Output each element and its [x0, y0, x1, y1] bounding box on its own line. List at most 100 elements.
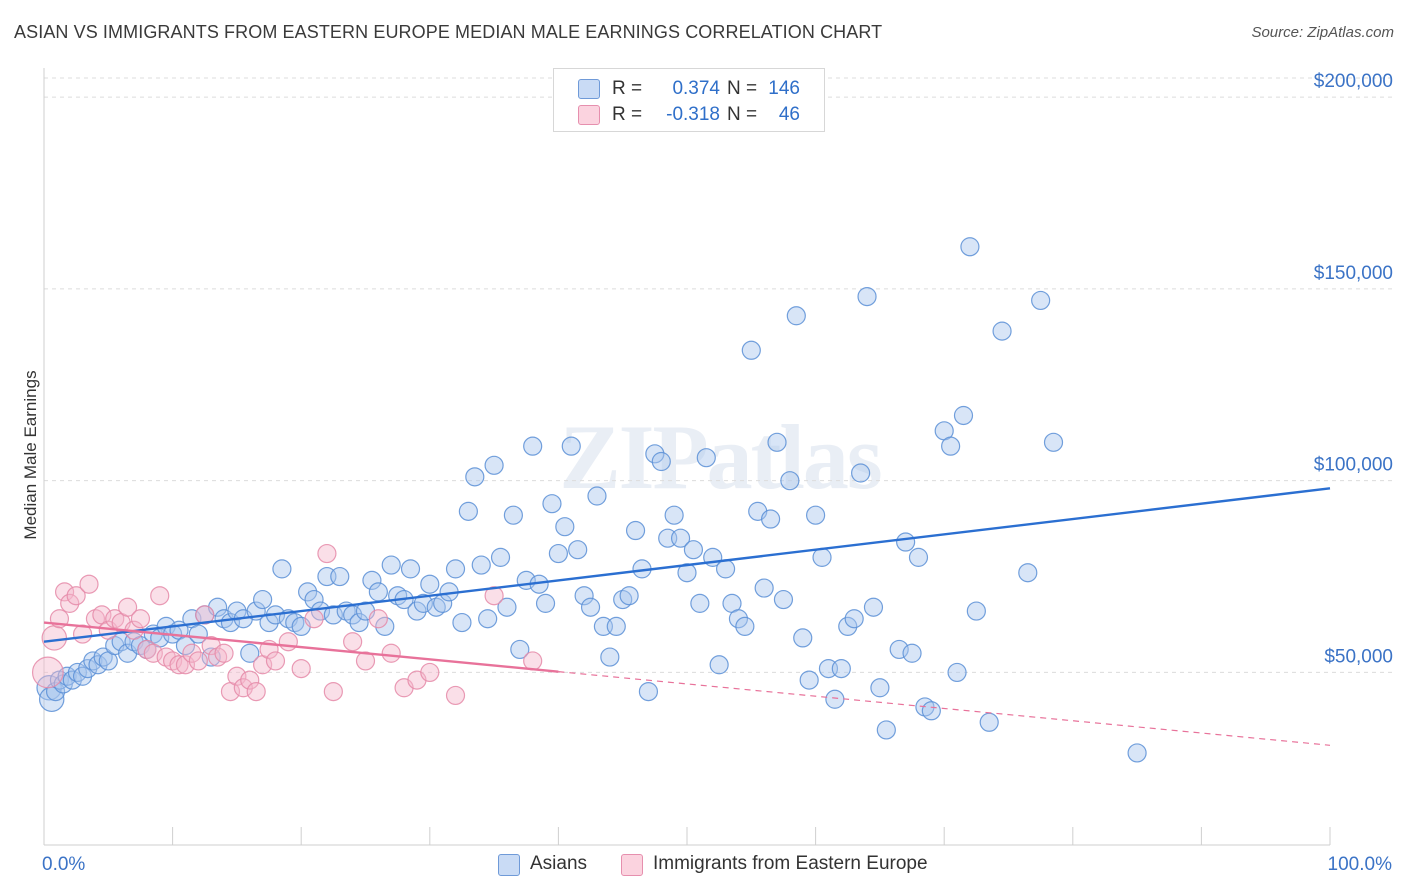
trend-lines	[43, 487, 1331, 746]
point-asians	[1018, 563, 1038, 583]
point-asians	[407, 601, 427, 621]
point-eastern-europe	[445, 685, 466, 706]
point-asians	[93, 647, 113, 667]
point-asians	[851, 463, 871, 483]
point-asians	[503, 505, 523, 525]
point-asians	[561, 436, 581, 456]
point-asians	[542, 494, 562, 514]
source-credit: Source: ZipAtlas.com	[1251, 24, 1394, 41]
point-asians	[728, 609, 749, 629]
point-eastern-europe	[188, 651, 208, 671]
point-asians	[979, 712, 999, 732]
point-asians	[947, 662, 967, 683]
point-asians	[902, 643, 922, 663]
point-asians	[298, 582, 318, 602]
point-asians	[1127, 743, 1147, 763]
point-eastern-europe	[246, 681, 266, 702]
point-eastern-europe	[291, 658, 311, 679]
point-asians	[240, 643, 260, 663]
point-asians	[696, 448, 716, 468]
y-axis-label: Median Male Earnings	[21, 370, 40, 539]
point-eastern-europe	[130, 609, 151, 629]
legend-r-label: R =	[612, 78, 643, 99]
point-asians	[664, 505, 684, 525]
point-asians	[760, 509, 781, 529]
legend-n-label: N =	[727, 78, 758, 99]
point-asians	[452, 612, 472, 633]
point-eastern-europe	[240, 670, 260, 690]
point-asians	[715, 559, 736, 579]
point-asians	[83, 651, 103, 671]
point-eastern-europe	[523, 651, 543, 671]
y-tick-label: $100,000	[1314, 455, 1393, 476]
point-asians	[857, 286, 877, 307]
legend-r-label: R =	[612, 104, 643, 125]
point-eastern-europe	[41, 625, 68, 651]
series-legend-swatch-asians	[498, 854, 520, 876]
point-asians	[201, 647, 221, 667]
trend-line-eastern-europe-dashed	[558, 671, 1331, 746]
legend-r-value: -0.318	[666, 104, 720, 125]
point-eastern-europe	[54, 582, 75, 602]
point-eastern-europe	[182, 643, 202, 663]
point-asians	[310, 601, 331, 621]
point-eastern-europe	[195, 605, 215, 625]
point-asians	[677, 563, 697, 583]
point-eastern-europe	[304, 609, 324, 629]
point-eastern-europe	[227, 666, 247, 686]
point-asians	[793, 628, 813, 648]
point-asians	[786, 306, 806, 326]
point-asians	[709, 655, 729, 675]
point-asians	[330, 566, 350, 587]
series-eastern-europe-points	[31, 543, 543, 706]
point-asians	[484, 455, 504, 475]
point-asians	[773, 589, 794, 610]
point-asians	[953, 405, 974, 426]
point-asians	[831, 658, 851, 679]
point-asians	[368, 582, 388, 602]
series-legend-label: Immigrants from Eastern Europe	[653, 853, 928, 874]
point-asians	[420, 574, 440, 594]
point-asians	[568, 540, 588, 560]
point-asians	[876, 720, 896, 740]
point-eastern-europe	[484, 586, 504, 606]
series-legend: Asians Immigrants from Eastern Europe	[0, 852, 1406, 878]
point-asians	[805, 505, 826, 525]
point-eastern-europe	[214, 643, 234, 663]
point-asians	[625, 520, 646, 541]
point-asians	[458, 501, 478, 521]
point-asians	[825, 689, 845, 709]
point-asians	[735, 616, 755, 637]
point-asians	[574, 586, 594, 606]
point-asians	[375, 616, 395, 637]
point-eastern-europe	[317, 543, 337, 564]
y-tick-label: $50,000	[1324, 646, 1393, 667]
point-asians	[966, 601, 986, 621]
point-asians	[812, 547, 832, 567]
point-asians	[799, 670, 819, 690]
point-asians	[754, 578, 774, 598]
point-asians	[580, 597, 601, 617]
legend-n-label: N =	[727, 104, 758, 125]
point-asians	[400, 559, 421, 579]
point-asians	[362, 570, 382, 590]
point-asians	[741, 340, 761, 360]
point-eastern-europe	[381, 643, 401, 663]
point-eastern-europe	[265, 651, 286, 671]
trend-line-eastern-europe-solid	[43, 621, 559, 673]
point-asians	[497, 597, 517, 617]
point-asians	[471, 555, 491, 575]
point-eastern-europe	[150, 586, 170, 606]
point-eastern-europe	[31, 656, 64, 689]
point-asians	[555, 517, 575, 537]
point-asians	[349, 612, 369, 633]
point-eastern-europe	[233, 678, 253, 698]
point-asians	[606, 616, 626, 637]
point-asians	[445, 559, 466, 579]
point-asians	[638, 681, 659, 702]
point-asians	[1043, 432, 1064, 452]
point-asians	[323, 605, 343, 625]
point-asians	[960, 237, 980, 257]
legend-swatch-eastern-europe	[578, 105, 600, 125]
